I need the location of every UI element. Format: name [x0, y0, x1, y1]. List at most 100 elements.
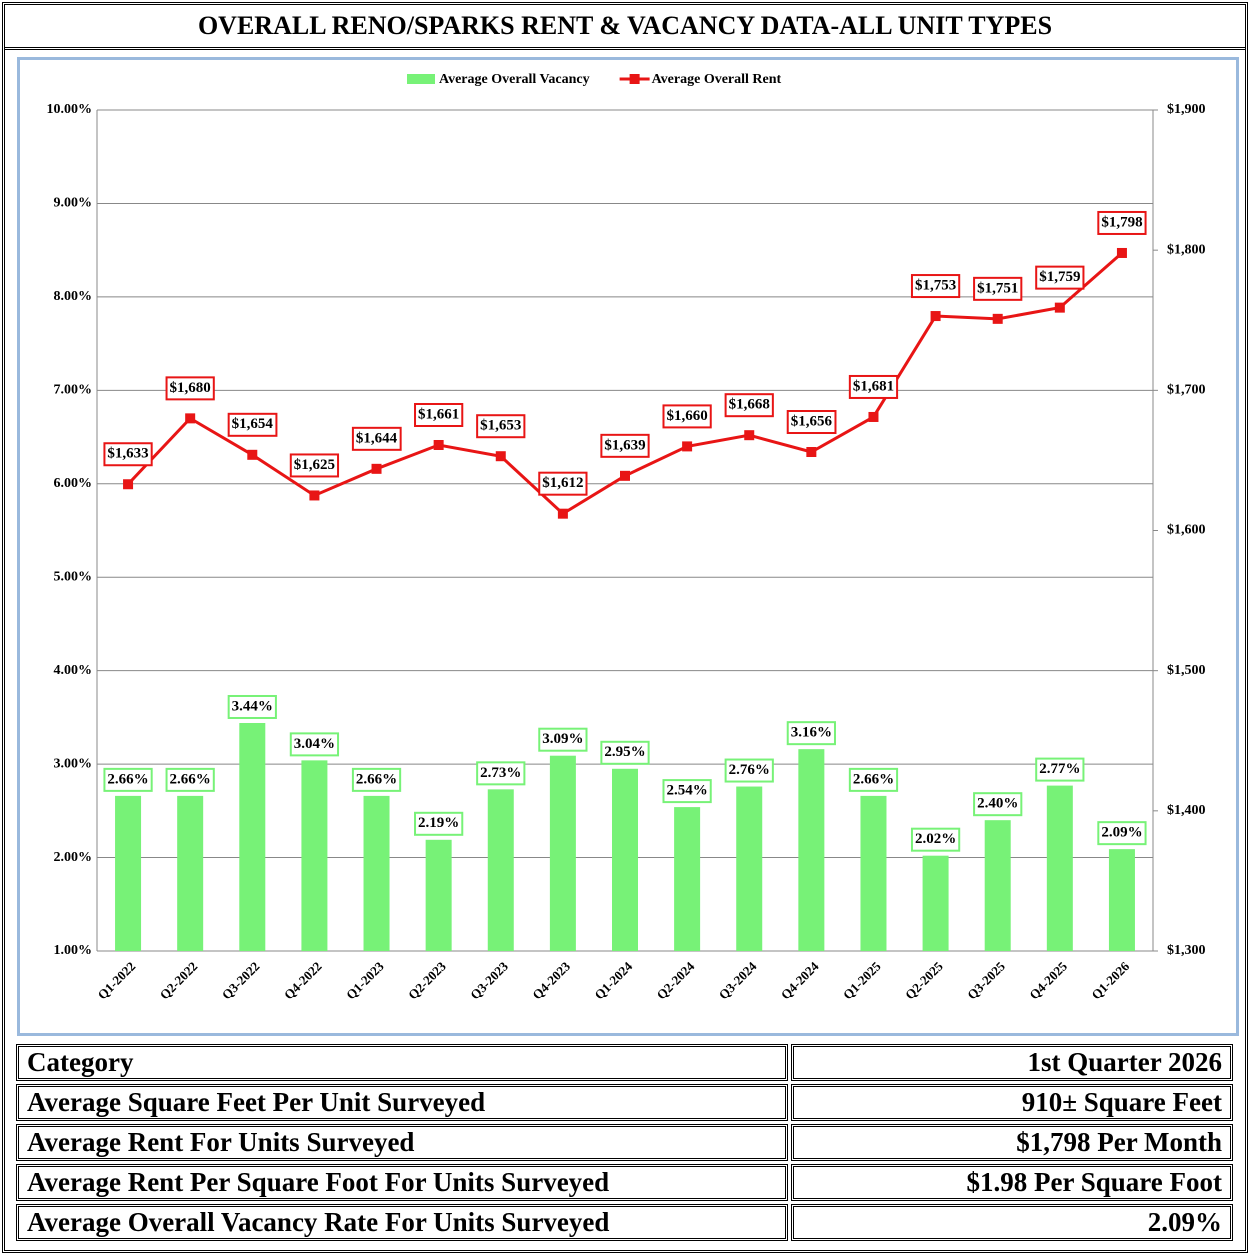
y-tick-label: 7.00%: [54, 383, 93, 398]
data-label: 3.09%: [542, 731, 583, 747]
data-label: $1,612: [542, 475, 583, 491]
label-box: [289, 453, 340, 478]
table-cell: 910± Square Feet: [791, 1084, 1233, 1121]
data-label: 2.54%: [666, 783, 707, 799]
value-label: 2.54%: [662, 779, 712, 804]
marker: [371, 463, 382, 474]
table-header-row: Category 1st Quarter 2026: [16, 1044, 1233, 1081]
label-box: [662, 779, 712, 804]
label-box: [351, 767, 402, 792]
data-label: 2.66%: [853, 771, 894, 787]
x-tick-label: Q1-2025: [840, 958, 884, 1002]
x-tick-label: Q3-2022: [219, 959, 263, 1003]
value-label: $1,680: [165, 376, 215, 401]
chart: 1.00% 2.00% 3.00% 4.00% 5.00% 6.00% 7.00% 8.00%…: [47, 72, 1206, 1003]
marker: [185, 413, 196, 424]
y-tick-label: 6.00%: [54, 476, 93, 491]
value-label: $1,654: [227, 412, 278, 437]
bar: [363, 795, 390, 951]
bar: [239, 722, 266, 951]
legend-swatch: [629, 74, 640, 84]
marker: [123, 479, 134, 490]
x-tick-label: Q2-2025: [902, 958, 946, 1002]
label-box: [1097, 210, 1147, 235]
y2-tick-label: $1,500: [1167, 663, 1206, 678]
value-label: 3.44%: [227, 694, 277, 719]
data-label: $1,661: [418, 406, 459, 422]
bar: [301, 760, 328, 951]
label-box: [227, 694, 277, 719]
bar: [674, 807, 701, 951]
data-label: 2.66%: [107, 771, 148, 787]
label-box: [724, 758, 774, 783]
y-tick-label: 2.00%: [54, 850, 93, 865]
data-label: $1,753: [915, 277, 956, 293]
value-label: $1,612: [538, 471, 588, 496]
label-box: [600, 433, 650, 458]
table-cell: Average Rent Per Square Foot For Units S…: [16, 1164, 788, 1201]
x-tick-label: Q3-2023: [467, 958, 511, 1002]
marker: [309, 490, 320, 501]
value-label: 2.40%: [973, 792, 1023, 817]
y-tick-label: 1.00%: [54, 943, 93, 958]
label-box: [910, 827, 961, 852]
value-label: $1,653: [476, 414, 526, 439]
bar: [984, 820, 1011, 951]
bar: [115, 795, 142, 951]
value-label: $1,656: [786, 410, 837, 435]
value-label: 2.66%: [103, 767, 153, 792]
bar: [798, 749, 825, 951]
label-box: [289, 732, 340, 757]
y2-tick-label: $1,800: [1167, 242, 1206, 257]
data-label: 2.66%: [356, 771, 397, 787]
x-tick-label: Q2-2023: [405, 958, 449, 1002]
label-box: [910, 274, 961, 299]
data-label: $1,680: [170, 380, 211, 396]
legend-label: Average Overall Vacancy: [439, 72, 590, 87]
value-label: $1,759: [1035, 265, 1085, 290]
value-label: 2.66%: [848, 767, 899, 792]
chart-box: [17, 57, 1239, 1036]
label-box: [414, 402, 464, 427]
value-label: $1,753: [910, 274, 961, 299]
y-tick-label: 3.00%: [54, 756, 93, 771]
data-label: $1,656: [791, 413, 833, 429]
table-cell: $1.98 Per Square Foot: [791, 1164, 1233, 1201]
data-label: 3.16%: [791, 725, 832, 741]
marker: [868, 411, 879, 422]
bar: [549, 755, 576, 951]
bar: [736, 786, 763, 951]
value-label: $1,660: [662, 404, 712, 429]
label-box: [103, 767, 153, 792]
data-label: 2.40%: [977, 796, 1018, 812]
table-cell: Category: [16, 1044, 788, 1081]
table-row: Average Rent Per Square Foot For Units S…: [16, 1164, 1233, 1201]
value-label: 2.73%: [476, 761, 526, 786]
value-label: 2.19%: [414, 811, 464, 836]
value-label: $1,661: [414, 402, 464, 427]
marker: [557, 508, 568, 519]
data-label: $1,644: [356, 430, 398, 446]
marker: [992, 313, 1003, 324]
x-tick-label: Q4-2022: [281, 959, 325, 1003]
marker: [1054, 302, 1065, 313]
value-label: 2.77%: [1035, 757, 1085, 782]
data-label: 2.73%: [480, 765, 521, 781]
marker: [433, 439, 444, 450]
label-box: [476, 414, 526, 439]
marker: [1116, 247, 1127, 258]
data-label: 2.66%: [170, 771, 211, 787]
x-tick-label: Q2-2022: [157, 959, 201, 1003]
label-box: [476, 761, 526, 786]
label-box: [848, 374, 899, 399]
data-label: $1,654: [232, 416, 274, 432]
bar: [612, 768, 638, 951]
label-box: [165, 767, 215, 792]
summary-table: Category 1st Quarter 2026 Average Square F…: [13, 1041, 1236, 1244]
y2-tick-label: $1,900: [1167, 102, 1206, 117]
value-label: 3.09%: [538, 727, 588, 752]
data-label: $1,653: [480, 418, 521, 434]
value-label: $1,681: [848, 374, 899, 399]
label-box: [1097, 821, 1147, 846]
legend-swatch: [407, 74, 435, 84]
